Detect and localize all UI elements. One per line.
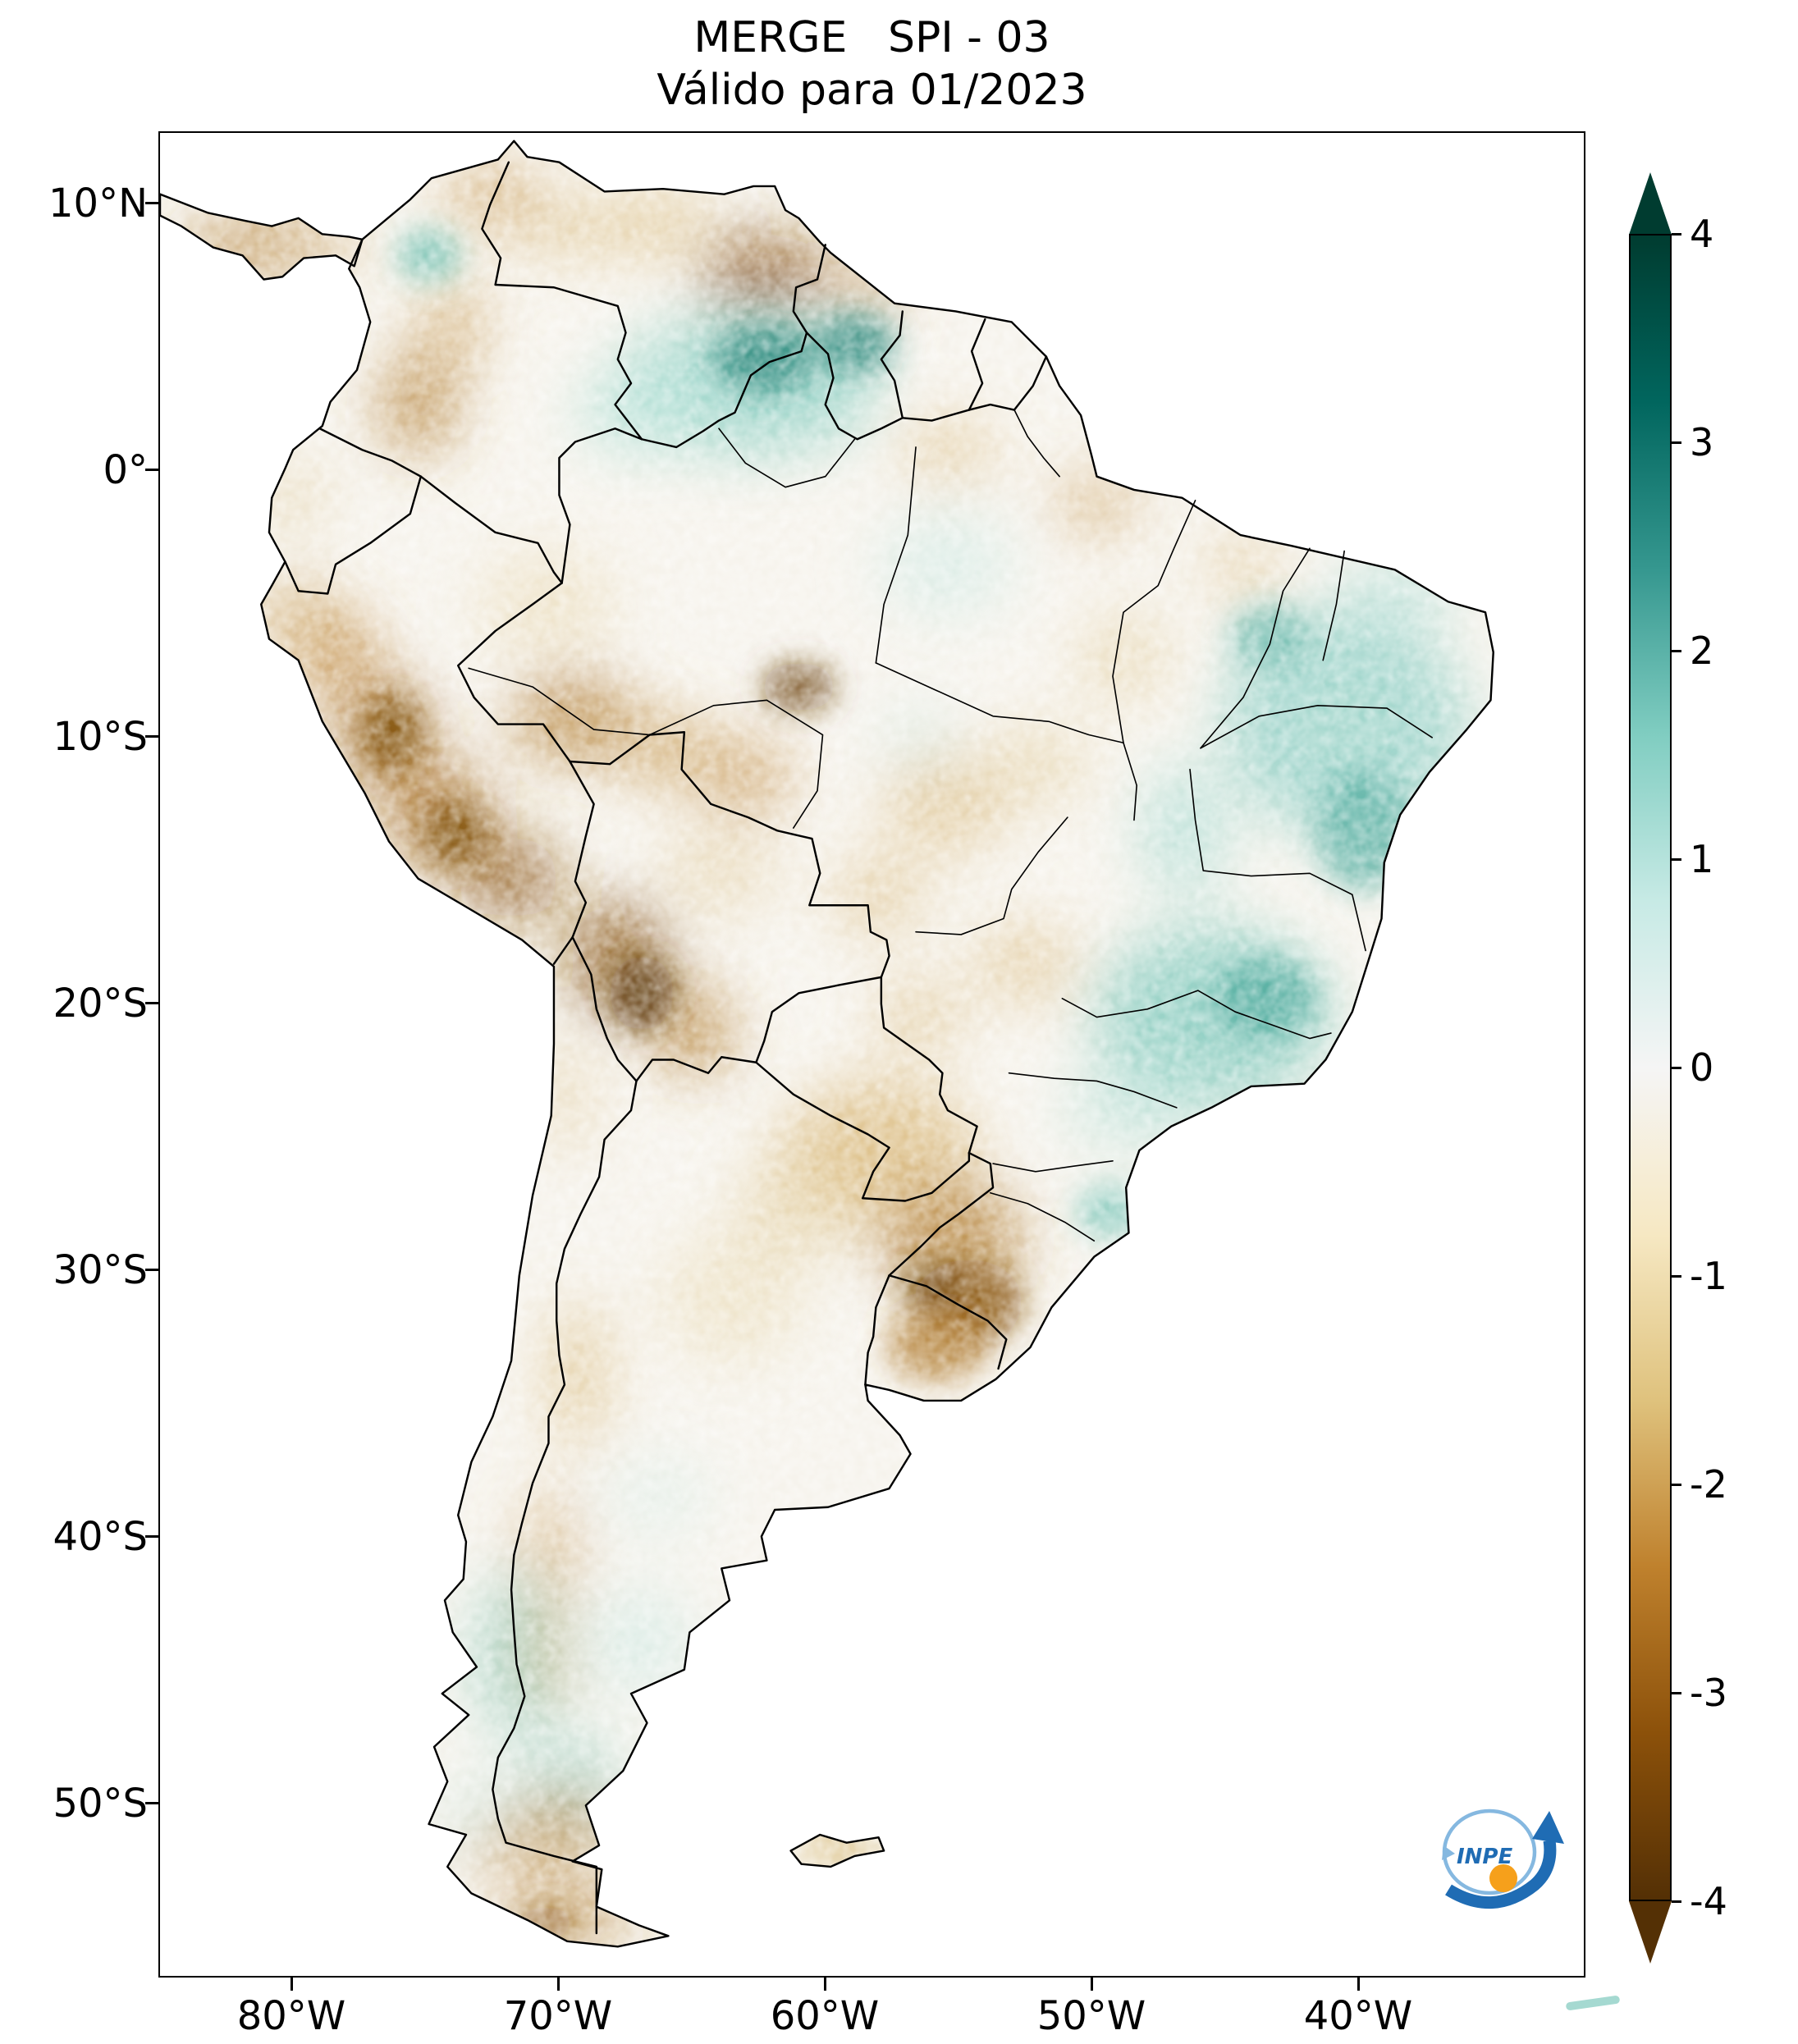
lon-tick-mark (557, 1978, 560, 1991)
colorbar-tick-mark (1672, 858, 1681, 861)
lat-tick-label: 20°S (53, 981, 148, 1027)
colorbar-tick-label: 3 (1690, 420, 1714, 464)
colorbar-arrow-top (1629, 172, 1672, 235)
lon-tick-label: 60°W (770, 1993, 880, 2039)
inpe-logo-text: INPE (1457, 1845, 1512, 1869)
lat-tick-label: 0° (103, 447, 148, 493)
lon-tick-mark (1357, 1978, 1360, 1991)
lon-tick-label: 40°W (1303, 1993, 1413, 2039)
lat-tick-mark (145, 202, 158, 204)
lat-tick-mark (145, 469, 158, 471)
lat-tick-mark (145, 735, 158, 738)
lon-tick-label: 80°W (236, 1993, 346, 2039)
colorbar-tick-label: 4 (1690, 212, 1714, 256)
lat-tick-label: 40°S (53, 1514, 148, 1560)
colorbar-tick-mark (1672, 233, 1681, 235)
lat-tick-mark (145, 1269, 158, 1271)
lat-tick-mark (145, 1002, 158, 1004)
colorbar-tick-mark (1672, 650, 1681, 652)
page-title: MERGE SPI - 03 (693, 13, 1050, 62)
inpe-logo-graphic: INPE (1442, 1809, 1564, 1909)
swoosh-arrowhead-icon (1532, 1811, 1564, 1844)
lat-tick-label: 10°N (48, 181, 148, 226)
south-america-map (160, 133, 1584, 1976)
lon-tick-label: 50°W (1036, 1993, 1146, 2039)
orbit-arrowhead-icon (1442, 1845, 1455, 1860)
colorbar-tick-label: -4 (1690, 1879, 1727, 1923)
colorbar-arrow-bottom (1629, 1901, 1672, 1964)
colorbar-tick-mark (1672, 1484, 1681, 1486)
swoosh-arrow-icon (1445, 1839, 1557, 1909)
inpe-logo: INPE (1424, 1793, 1576, 1920)
colorbar-tick-label: -1 (1690, 1254, 1727, 1298)
map-plot-area (158, 131, 1585, 1978)
lat-tick-label: 30°S (53, 1247, 148, 1293)
lon-tick-mark (291, 1978, 293, 1991)
country-borders (160, 141, 1494, 1947)
state-borders (468, 409, 1433, 1242)
colorbar-tick-mark (1672, 441, 1681, 444)
colorbar-tick-mark (1672, 1067, 1681, 1069)
colorbar-tick-mark (1672, 1692, 1681, 1694)
colorbar-tick-label: -2 (1690, 1462, 1727, 1507)
lat-tick-label: 50°S (53, 1781, 148, 1827)
orange-sphere-icon (1489, 1864, 1517, 1892)
colorbar-tick-label: -3 (1690, 1671, 1727, 1715)
lon-tick-label: 70°W (503, 1993, 613, 2039)
colorbar-body (1629, 234, 1672, 1901)
lon-tick-mark (1091, 1978, 1093, 1991)
lat-tick-label: 10°S (53, 714, 148, 760)
page-subtitle: Válido para 01/2023 (657, 66, 1087, 115)
colorbar-tick-label: 1 (1690, 837, 1714, 881)
colorbar-tick-label: 0 (1690, 1045, 1714, 1090)
colorbar-tick-mark (1672, 1275, 1681, 1278)
lat-tick-mark (145, 1802, 158, 1804)
spi-field (160, 140, 1494, 1947)
colorbar-tick-label: 2 (1690, 629, 1714, 673)
lon-tick-mark (824, 1978, 826, 1991)
field-noise (160, 140, 1494, 1947)
lat-tick-mark (145, 1535, 158, 1538)
colorbar-tick-mark (1672, 1900, 1681, 1903)
stray-teal-mark (1565, 1995, 1621, 2011)
